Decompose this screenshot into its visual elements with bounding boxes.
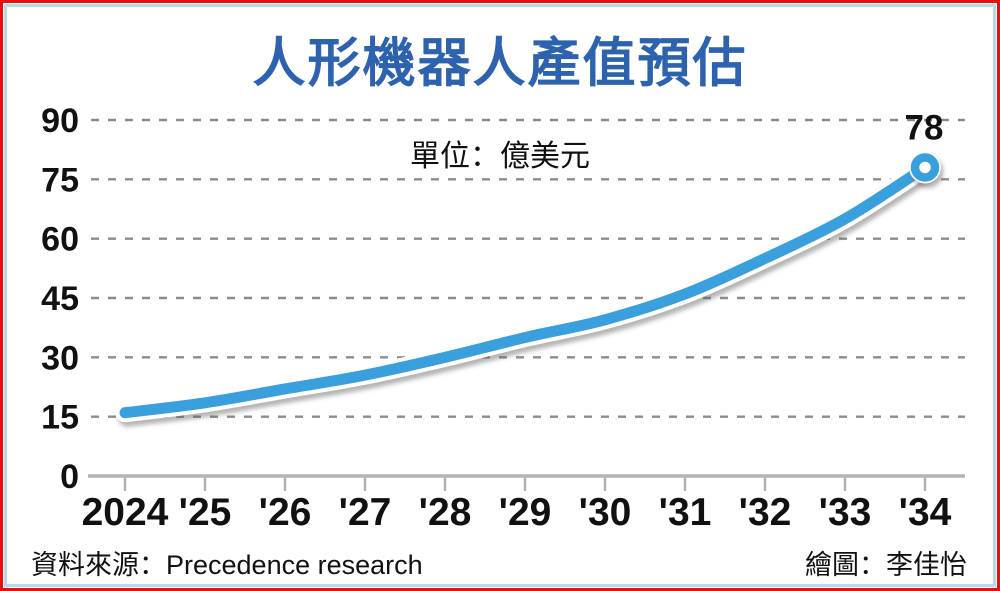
x-tick-label: '26 (259, 491, 312, 534)
x-axis (88, 474, 965, 491)
y-tick-label: 90 (41, 102, 79, 140)
y-tick-label: 0 (60, 458, 79, 496)
source-credit: 資料來源：Precedence research (31, 550, 423, 580)
x-tick-label: '29 (499, 491, 552, 534)
x-tick-label: '32 (739, 491, 792, 534)
artist-credit: 繪圖：李佳怡 (805, 550, 967, 580)
y-tick-label: 75 (41, 161, 79, 199)
unit-label: 單位：億美元 (410, 140, 590, 173)
data-line-shadow (118, 162, 937, 427)
y-tick-label: 45 (41, 280, 79, 318)
end-marker (910, 153, 940, 182)
x-tick-label: 2024 (82, 491, 169, 534)
data-series: 78 (115, 108, 944, 427)
x-tick-label: '27 (339, 491, 392, 534)
data-line-halo (115, 157, 935, 423)
y-tick-label: 30 (41, 339, 79, 377)
y-tick-label: 15 (41, 399, 79, 437)
x-tick-label: '34 (899, 491, 952, 534)
axis-labels: 0 15 30 45 60 75 90 2024'25 '26 '27 '28 '29 '30 '31 '3… (41, 102, 951, 534)
chart-title: 人形機器人產值預估 (252, 34, 748, 93)
gridlines (91, 118, 965, 418)
y-tick-label: 60 (41, 221, 79, 259)
line-chart: 0 15 30 45 60 75 90 2024'25 '26 '27 '28 '29 '30 '31 '3… (41, 102, 965, 534)
x-tick-label: '28 (419, 491, 472, 534)
data-line (119, 161, 931, 419)
x-tick-label: '33 (819, 491, 872, 534)
x-tick-label: '31 (659, 491, 712, 534)
end-value-label: 78 (905, 108, 944, 147)
x-tick-label: '25 (179, 491, 232, 534)
x-tick-label: '30 (579, 491, 632, 534)
